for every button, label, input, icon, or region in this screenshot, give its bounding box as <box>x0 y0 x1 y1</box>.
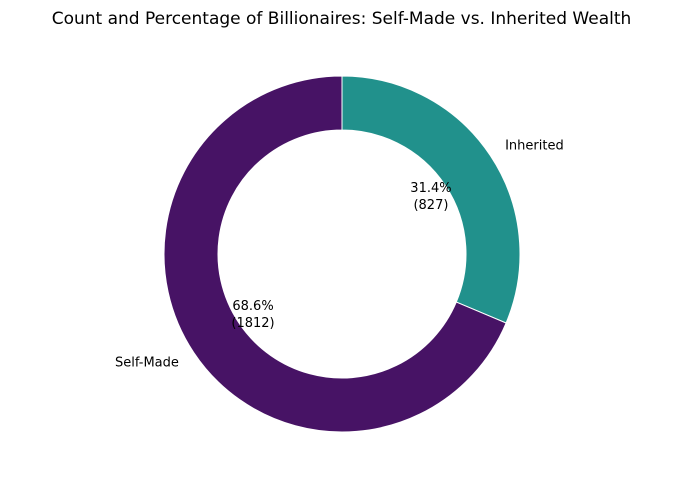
slice-self-made <box>163 75 507 433</box>
slice-inherited <box>341 75 521 324</box>
slice-value-label-inherited: 31.4% (827) <box>410 181 451 213</box>
slice-label-self-made: Self-Made <box>115 355 179 370</box>
chart-title: Count and Percentage of Billionaires: Se… <box>52 9 632 29</box>
slice-value-label-self-made: 68.6% (1812) <box>231 299 274 331</box>
slice-label-inherited: Inherited <box>505 139 564 154</box>
